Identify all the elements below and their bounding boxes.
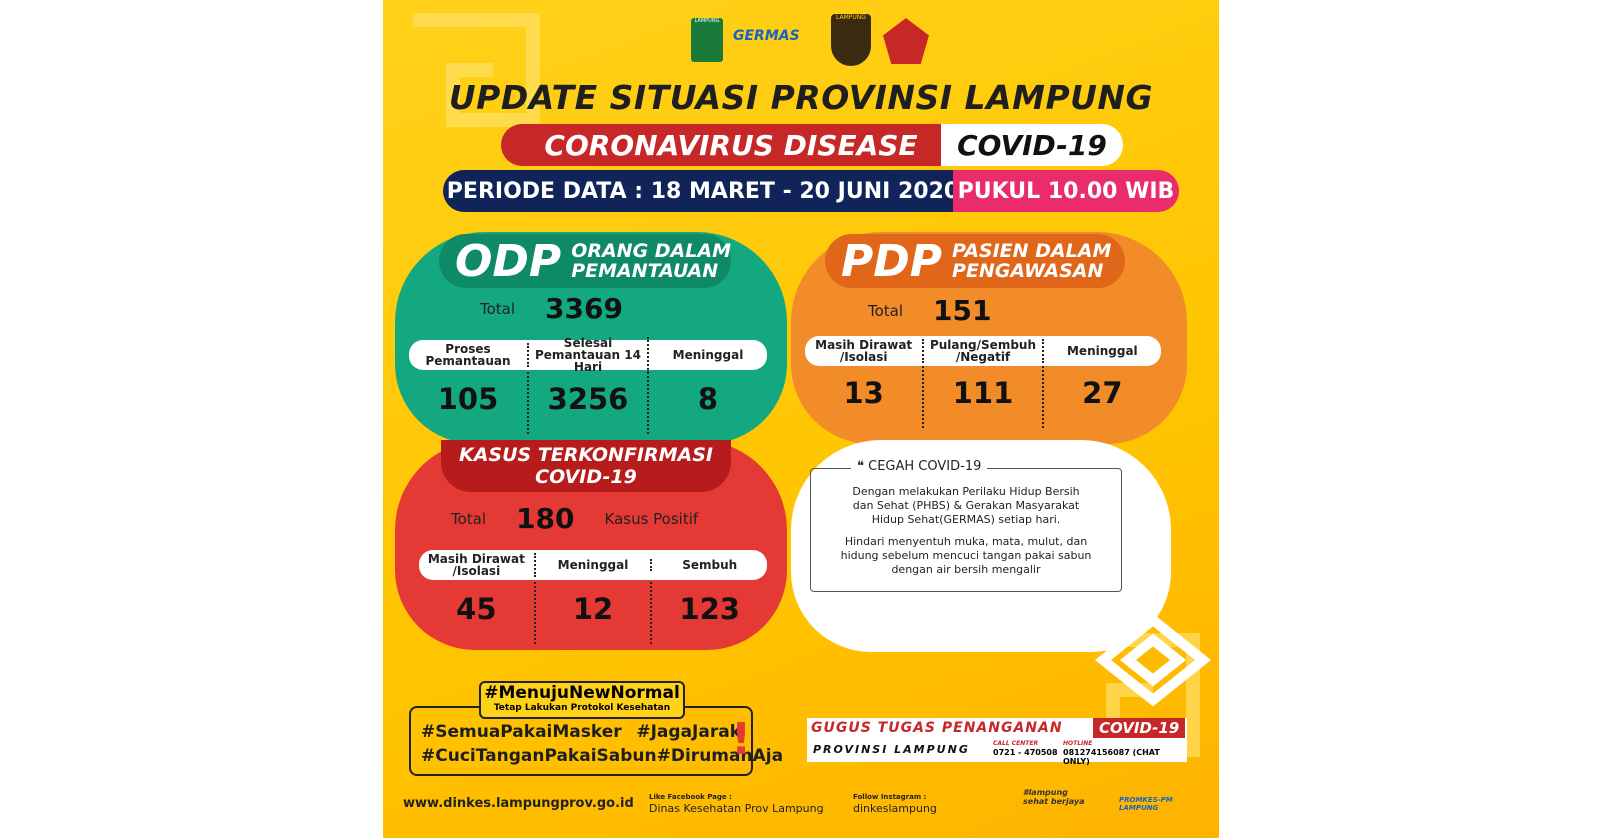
banner-left: CORONAVIRUS DISEASE [501, 124, 961, 166]
logo-germas: GERMAS [733, 28, 800, 44]
column-label: Masih Dirawat /Isolasi [805, 339, 925, 363]
call: 0721 - 470508 [993, 748, 1058, 757]
time: PUKUL 10.00 WIB [953, 170, 1179, 212]
pdp-abbr: PDP [841, 235, 943, 287]
gugus-covid: COVID-19 [1093, 718, 1186, 738]
kasus-columns: Masih Dirawat /Isolasi Meninggal Sembuh [419, 550, 767, 580]
hashtag-sub: Tetap Lakukan Protokol Kesehatan [493, 703, 671, 713]
hashtag: #CuciTanganPakaiSabun [421, 746, 657, 766]
odp-name-line: ORANG DALAM [571, 240, 731, 262]
hashtag-main: #MenujuNewNormal [484, 683, 680, 703]
poster: LAMPUNG GERMAS LAMPUNG UPDATE SITUASI PR… [383, 0, 1219, 838]
hashtag: #DirumahAja [656, 746, 784, 766]
column-label: Meninggal [672, 348, 744, 362]
period: PERIODE DATA : 18 MARET - 20 JUNI 2020 [443, 170, 963, 212]
column-value: 13 [805, 366, 925, 428]
pdp-name: PASIEN DALAM PENGAWASAN [952, 241, 1111, 281]
fb: Dinas Kesehatan Prov Lampung [649, 802, 824, 815]
odp-total-value: 3369 [545, 292, 623, 325]
cegah-heading: ❝ CEGAH COVID-19 [851, 459, 988, 474]
kasus-title-line: KASUS TERKONFIRMASI [458, 444, 713, 466]
column-label: Selesai Pemantauan 14 Hari [529, 337, 649, 373]
kasus-values: 45 12 123 [419, 582, 767, 644]
pdp-total: Total 151 [868, 294, 992, 327]
call-label: CALL CENTER [993, 740, 1039, 747]
odp-columns: Proses Pemantauan Selesai Pemantauan 14 H… [409, 337, 767, 373]
cegah-panel [791, 440, 1171, 652]
hashtag: #JagaJarak [636, 722, 741, 742]
hotline-label: HOTLINE [1063, 740, 1093, 747]
website: www.dinkes.lampungprov.go.id [403, 796, 634, 811]
ig: dinkeslampung [853, 802, 937, 815]
province: PROVINSI LAMPUNG [813, 743, 970, 756]
hashtag-main-box: #MenujuNewNormal Tetap Lakukan Protokol … [479, 681, 685, 719]
exclamation-icon: ! [731, 714, 752, 765]
logo-police: LAMPUNG [831, 14, 871, 66]
ig-label: Follow Instagram : [853, 793, 927, 801]
cegah-heading-text: CEGAH COVID-19 [868, 459, 982, 474]
gugus: GUGUS TUGAS PENANGANAN [811, 720, 1063, 736]
cegah-box: ❝ CEGAH COVID-19 Dengan melakukan Perila… [810, 460, 1122, 592]
pdp-name-line: PENGAWASAN [952, 260, 1104, 282]
logo-lampung: LAMPUNG [691, 18, 723, 62]
column-value: 27 [1082, 376, 1123, 410]
pdp-total-label: Total [868, 301, 904, 320]
column-label: Meninggal [1066, 344, 1138, 358]
logo-lampung-sehat: #lampung sehat berjaya [1023, 788, 1085, 806]
hashtag: #SemuaPakaiMasker [421, 722, 622, 742]
column-label: Pulang/Sembuh /Negatif [924, 339, 1044, 363]
kasus-note: Kasus Positif [604, 509, 699, 528]
column-value: 111 [924, 366, 1044, 428]
column-label: Meninggal [536, 559, 653, 571]
pdp-header: PDP PASIEN DALAM PENGAWASAN [825, 234, 1125, 288]
facebook: Like Facebook Page : Dinas Kesehatan Prov… [649, 792, 824, 814]
odp-values: 105 3256 8 [409, 372, 767, 434]
column-value: 8 [697, 382, 719, 416]
column-value: 3256 [529, 372, 649, 434]
odp-total-label: Total [480, 299, 516, 318]
pdp-values: 13 111 27 [805, 366, 1161, 428]
column-label: Masih Dirawat /Isolasi [419, 553, 536, 577]
odp-abbr: ODP [455, 235, 562, 287]
gugus-banner: GUGUS TUGAS PENANGANAN COVID-19 PROVINSI… [807, 718, 1187, 766]
title: UPDATE SITUASI PROVINSI LAMPUNG [448, 78, 1154, 117]
kasus-total: Total 180 Kasus Positif [451, 502, 698, 535]
hotline: 081274156087 (CHAT ONLY) [1063, 748, 1160, 766]
kasus-title-line: COVID-19 [535, 466, 637, 488]
odp-name-line: PEMANTAUAN [571, 260, 719, 282]
column-value: 105 [409, 372, 529, 434]
column-value: 123 [679, 592, 740, 626]
odp-total: Total 3369 [480, 292, 623, 325]
pdp-total-value: 151 [933, 294, 992, 327]
kasus-total-label: Total [451, 509, 487, 528]
column-label: Sembuh [682, 558, 738, 572]
logo-promkes: PROMKES-PM LAMPUNG [1119, 796, 1173, 812]
pdp-columns: Masih Dirawat /Isolasi Pulang/Sembuh /Neg… [805, 336, 1161, 366]
column-value: 12 [536, 582, 653, 644]
cegah-paragraph: Dengan melakukan Perilaku Hidup Bersih d… [852, 485, 1080, 526]
kasus-total-value: 180 [516, 502, 575, 535]
banner-right: COVID-19 [941, 124, 1123, 166]
column-label: Proses Pemantauan [409, 343, 529, 367]
odp-name: ORANG DALAM PEMANTAUAN [571, 241, 731, 281]
hashtag-box: #SemuaPakaiMasker #JagaJarak #CuciTanganP… [409, 706, 783, 776]
pdp-name-line: PASIEN DALAM [952, 240, 1112, 262]
column-value: 45 [419, 582, 536, 644]
instagram: Follow Instagram : dinkeslampung [853, 792, 937, 814]
odp-header: ODP ORANG DALAM PEMANTAUAN [439, 234, 731, 288]
fb-label: Like Facebook Page : [649, 793, 732, 801]
kasus-header: KASUS TERKONFIRMASI COVID-19 [441, 440, 731, 492]
cegah-paragraph: Hindari menyentuh muka, mata, mulut, dan… [840, 535, 1092, 576]
